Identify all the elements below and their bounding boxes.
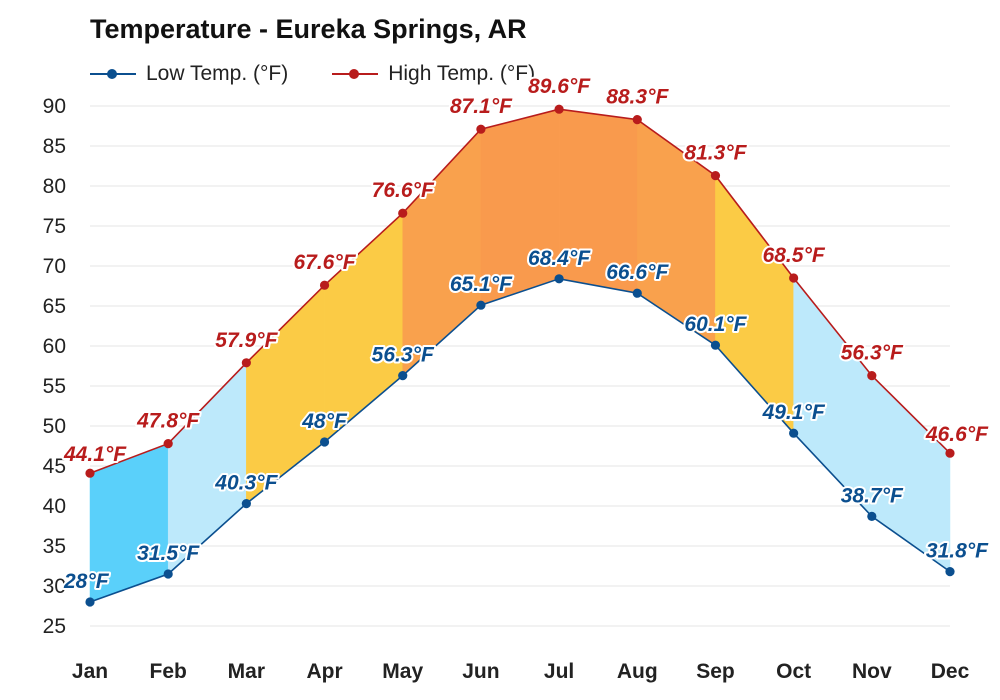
legend: Low Temp. (°F) High Temp. (°F) (90, 60, 579, 88)
data-label-low-apr: 48°F (301, 410, 348, 433)
data-label-high-aug: 88.3°F (606, 86, 669, 109)
data-label-high-sep: 81.3°F (684, 142, 747, 165)
point-low-jun (476, 300, 486, 310)
y-tick-label-50: 50 (43, 415, 66, 438)
data-label-high-jan: 44.1°F (63, 443, 127, 466)
data-label-high-jul: 89.6°F (528, 75, 591, 98)
point-low-nov (867, 511, 877, 521)
y-tick-label-90: 90 (43, 95, 66, 118)
data-label-high-oct: 68.5°F (763, 244, 826, 267)
point-high-jan (85, 468, 95, 478)
point-low-sep (710, 340, 721, 350)
y-tick-label-65: 65 (43, 295, 66, 318)
x-tick-label-apr: Apr (306, 660, 342, 683)
data-label-high-dec: 46.6°F (925, 423, 989, 446)
y-tick-label-25: 25 (43, 615, 66, 638)
point-high-sep (710, 171, 721, 181)
data-label-low-jun: 65.1°F (450, 273, 513, 296)
x-tick-label-mar: Mar (228, 660, 265, 683)
point-high-mar (241, 358, 251, 368)
data-label-low-sep: 60.1°F (684, 313, 747, 336)
y-tick-label-80: 80 (43, 175, 66, 198)
data-label-high-feb: 47.8°F (136, 410, 200, 433)
point-low-aug (632, 288, 642, 298)
y-tick-label-45: 45 (43, 455, 66, 478)
y-tick-label-55: 55 (43, 375, 66, 398)
point-low-mar (241, 499, 251, 509)
data-label-low-aug: 66.6°F (606, 261, 669, 284)
x-tick-label-may: May (382, 660, 423, 683)
band-oct (793, 277, 873, 518)
legend-swatch-high-icon (332, 65, 379, 83)
point-low-dec (945, 567, 955, 577)
data-label-low-oct: 49.1°F (762, 401, 826, 424)
data-label-high-mar: 57.9°F (215, 329, 278, 352)
y-tick-label-30: 30 (43, 575, 66, 598)
point-high-dec (945, 448, 955, 458)
x-tick-label-feb: Feb (150, 660, 187, 683)
series-line-high (89, 108, 951, 474)
point-high-feb (163, 439, 173, 449)
point-low-jul (554, 274, 564, 284)
x-tick-label-nov: Nov (852, 660, 892, 683)
data-label-low-nov: 38.7°F (841, 484, 904, 507)
data-label-high-nov: 56.3°F (841, 342, 904, 365)
series-line-low (89, 277, 951, 603)
band-sep (715, 174, 794, 434)
point-high-may (398, 208, 408, 218)
legend-label-low: Low Temp. (°F) (146, 62, 289, 85)
point-high-aug (632, 115, 642, 125)
point-low-jan (85, 597, 95, 607)
band-may (402, 128, 482, 377)
y-tick-label-75: 75 (43, 215, 66, 238)
y-tick-label-60: 60 (43, 335, 66, 358)
x-tick-label-jun: Jun (462, 660, 499, 683)
point-high-jun (476, 124, 486, 134)
x-tick-label-dec: Dec (931, 660, 970, 683)
point-low-oct (789, 428, 799, 438)
band-apr (324, 212, 403, 443)
x-tick-label-aug: Aug (617, 660, 658, 683)
point-low-feb (163, 569, 173, 579)
y-tick-label-70: 70 (43, 255, 66, 278)
data-label-low-mar: 40.3°F (214, 472, 278, 495)
point-low-apr (319, 437, 330, 447)
point-high-jul (554, 104, 564, 114)
data-label-low-jul: 68.4°F (528, 247, 591, 270)
chart-title: Temperature - Eureka Springs, AR (90, 14, 527, 44)
x-tick-label-oct: Oct (776, 660, 811, 683)
legend-swatch-low-icon (90, 65, 136, 83)
x-tick-label-jan: Jan (72, 660, 108, 683)
data-label-high-apr: 67.6°F (293, 251, 356, 274)
point-high-apr (319, 280, 330, 290)
y-tick-label-35: 35 (43, 535, 66, 558)
y-tick-label-85: 85 (43, 135, 66, 158)
data-label-low-may: 56.3°F (372, 344, 435, 367)
x-tick-label-jul: Jul (544, 660, 574, 683)
data-label-high-jun: 87.1°F (450, 95, 513, 118)
data-label-low-jan: 28°F (63, 570, 110, 593)
legend-item-low: Low Temp. (°F) (90, 62, 288, 86)
point-low-may (398, 371, 408, 381)
data-label-high-may: 76.6°F (372, 179, 435, 202)
legend-item-high: High Temp. (°F) (332, 62, 535, 86)
point-high-nov (867, 371, 877, 381)
y-tick-label-40: 40 (43, 495, 66, 518)
data-label-low-feb: 31.5°F (137, 542, 200, 565)
x-tick-label-sep: Sep (696, 660, 735, 683)
data-label-low-dec: 31.8°F (926, 540, 989, 563)
legend-label-high: High Temp. (°F) (388, 62, 536, 85)
point-high-oct (789, 273, 799, 283)
